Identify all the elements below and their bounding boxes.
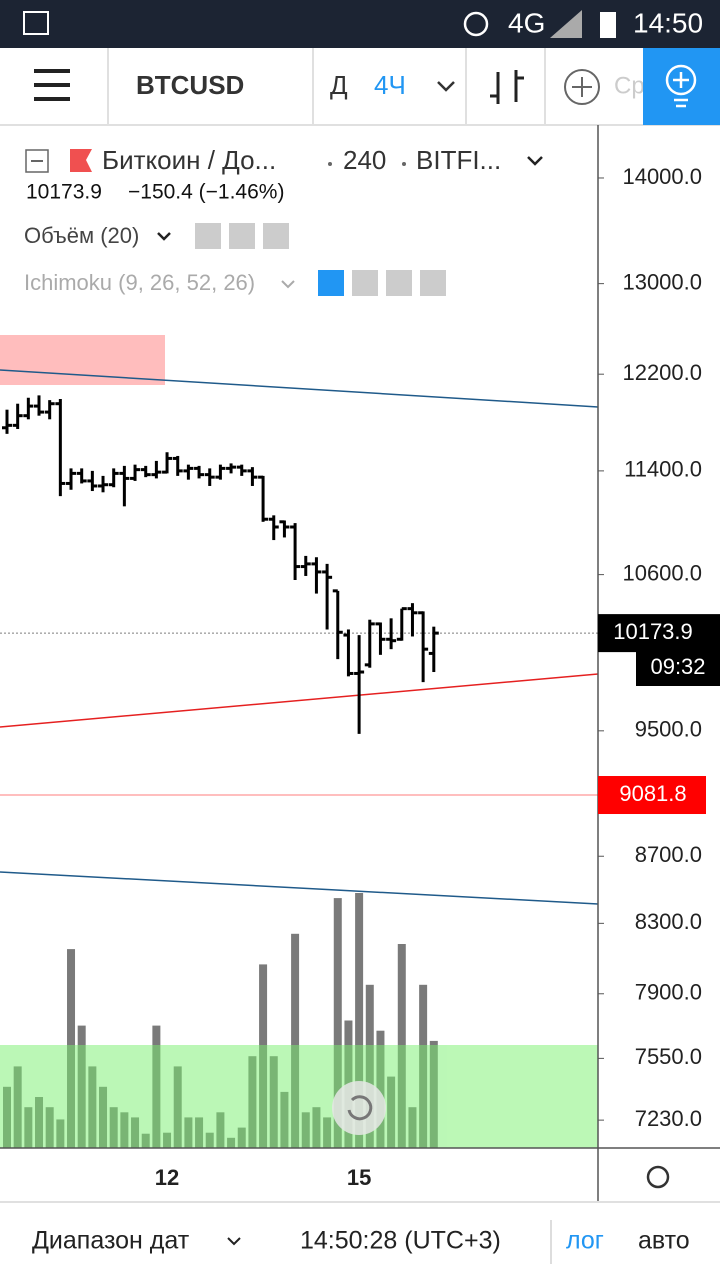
- settings-button[interactable]: [229, 223, 255, 249]
- search[interactable]: Ср: [614, 72, 645, 99]
- interval-dropdown[interactable]: [437, 81, 455, 92]
- price-label: 9081.8: [619, 781, 686, 806]
- y-tick-label: 7900.0: [635, 980, 702, 1005]
- reset-icon: [347, 1095, 373, 1121]
- separator: [402, 162, 406, 166]
- legend-change: −150.4 (−1.46%): [128, 181, 284, 204]
- timer-box: [636, 650, 720, 686]
- y-tick-label: 14000.0: [622, 164, 702, 189]
- date-range-dropdown[interactable]: [227, 1237, 241, 1246]
- y-tick-label: 8700.0: [635, 842, 702, 867]
- y-tick-label: 9500.0: [635, 717, 702, 742]
- price-label: 10173.9: [613, 619, 693, 644]
- gallery-icon: [23, 11, 49, 35]
- clock: 14:50: [633, 7, 703, 38]
- y-tick-label: 12200.0: [622, 360, 702, 385]
- legend-exchange: BITFI...: [416, 145, 501, 175]
- price-label-box: [598, 776, 706, 815]
- interval[interactable]: 4Ч: [374, 70, 406, 100]
- hidden-button[interactable]: [318, 270, 344, 296]
- y-tick-label: 7230.0: [635, 1106, 702, 1131]
- legend-interval: 240: [343, 145, 386, 175]
- add-button[interactable]: [564, 69, 600, 105]
- date-range[interactable]: Диапазон дат: [32, 1227, 190, 1255]
- volume-bar: [333, 898, 342, 1148]
- network: 4G: [508, 7, 545, 38]
- add-icon: [572, 77, 592, 97]
- remove-button[interactable]: [420, 270, 446, 296]
- y-tick-label: 8300.0: [635, 909, 702, 934]
- signal-icon: [550, 10, 582, 38]
- battery-icon: [600, 12, 616, 38]
- auto-toggle[interactable]: авто: [638, 1227, 690, 1255]
- toolbar-dividers: [0, 48, 720, 126]
- clock-time: 14:50:28 (UTC+3): [300, 1227, 501, 1255]
- separator: [328, 162, 332, 166]
- idea-icon-lines: [673, 72, 689, 108]
- trend-line: [0, 871, 599, 905]
- study-buttons: [318, 270, 446, 296]
- remove-button[interactable]: [263, 223, 289, 249]
- volume-bar: [291, 933, 300, 1148]
- plot-overlay: [2, 395, 439, 734]
- alarm-icon: [463, 11, 489, 37]
- study-dropdown[interactable]: [281, 280, 295, 289]
- y-tick-label: 11400.0: [624, 457, 702, 482]
- legend-title: Биткоин / До...: [102, 145, 276, 175]
- symbol[interactable]: BTCUSD: [136, 70, 244, 100]
- y-tick-label: 13000.0: [622, 269, 702, 294]
- trend-line: [0, 369, 599, 408]
- x-tick-label: 12: [155, 1165, 179, 1190]
- zone: [0, 335, 165, 385]
- y-tick-label: 10600.0: [622, 560, 702, 585]
- ichimoku-study: Ichimoku (9, 26, 52, 26): [24, 270, 255, 295]
- toolbar: [0, 48, 720, 125]
- reset-button[interactable]: [332, 1081, 386, 1135]
- price-label-box: [598, 614, 720, 653]
- menu-button[interactable]: [34, 69, 70, 101]
- collapse-button[interactable]: [25, 149, 49, 173]
- volume-bar: [355, 893, 364, 1148]
- idea-icon: [665, 64, 697, 96]
- settings-button[interactable]: [352, 270, 378, 296]
- legend-dropdown[interactable]: [527, 156, 543, 166]
- volume-zone: [447, 1045, 598, 1148]
- log-toggle[interactable]: лог: [566, 1227, 604, 1255]
- source-button[interactable]: [386, 270, 412, 296]
- chart-type-button[interactable]: [490, 70, 524, 104]
- volume-study: Объём (20): [24, 223, 139, 248]
- flag-icon: [70, 149, 92, 172]
- y-tick-label: 7550.0: [635, 1044, 702, 1069]
- x-tick-label: 15: [347, 1165, 371, 1190]
- study-buttons: [195, 223, 289, 249]
- settings-button[interactable]: [646, 1165, 670, 1189]
- trend-line: [0, 673, 599, 728]
- study-dropdown[interactable]: [157, 232, 171, 241]
- eye-button[interactable]: [195, 223, 221, 249]
- legend-price: 10173.9: [26, 181, 102, 204]
- timer: 09:32: [650, 654, 705, 679]
- period[interactable]: Д: [330, 70, 348, 100]
